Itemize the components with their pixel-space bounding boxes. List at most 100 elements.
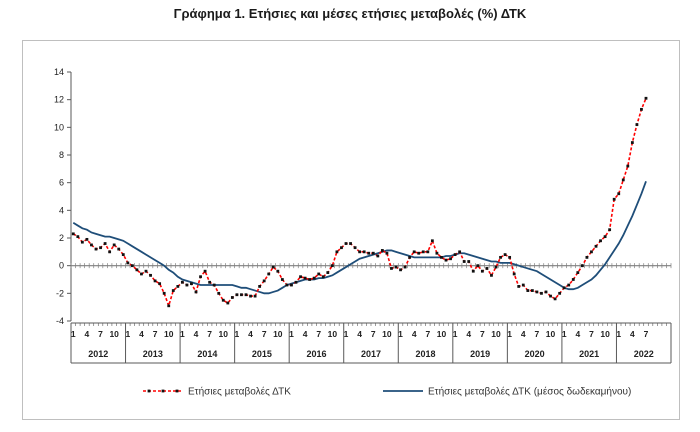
annual-point	[376, 254, 380, 258]
annual-point	[462, 260, 466, 263]
annual-point	[290, 283, 293, 287]
annual-point	[449, 257, 452, 261]
x-month-label: 1	[453, 329, 458, 339]
x-month-label: 4	[248, 329, 253, 339]
annual-point	[340, 246, 343, 250]
x-month-label: 1	[507, 329, 512, 339]
annual-point	[221, 298, 225, 302]
annual-point	[494, 265, 498, 269]
annual-point	[562, 286, 566, 290]
annual-point	[330, 264, 334, 268]
x-year-label: 2015	[252, 349, 272, 359]
x-month-label: 1	[562, 329, 567, 339]
annual-point	[240, 293, 243, 297]
legend-marker-annual	[161, 389, 165, 393]
annual-point	[167, 304, 171, 308]
x-month-label: 7	[535, 329, 540, 339]
annual-point	[380, 249, 384, 252]
annual-point	[308, 278, 312, 281]
annual-point	[76, 235, 80, 239]
x-month-label: 10	[437, 329, 447, 339]
y-tick-label: 4	[59, 205, 64, 215]
annual-point	[158, 282, 162, 286]
annual-point	[185, 283, 189, 287]
annual-point	[640, 107, 643, 111]
annual-point	[421, 250, 425, 254]
annual-point	[194, 290, 198, 294]
x-month-label: 1	[235, 329, 240, 339]
x-month-label: 4	[194, 329, 199, 339]
x-month-label: 1	[398, 329, 403, 339]
x-year-label: 2022	[634, 349, 654, 359]
annual-point	[235, 293, 239, 297]
chart-frame: 14 12 10 8 6 4 2 0 -2 -4 1 4 7 10 2012 1 4 7 10 2013 1 4 7 10 20…	[22, 40, 680, 420]
annual-point	[349, 242, 352, 245]
y-tick-label: 6	[59, 178, 64, 188]
annual-point	[321, 275, 325, 279]
annual-point	[335, 250, 339, 254]
legend-layer: Ετήσιες μεταβολές ΔΤΚ Ετήσιες μεταβολές Δ…	[143, 386, 631, 398]
x-month-label: 1	[125, 329, 130, 339]
annual-point	[149, 273, 152, 277]
x-month-label: 4	[85, 329, 90, 339]
annual-point	[453, 253, 457, 256]
x-year-label: 2012	[88, 349, 108, 359]
x-month-label: 1	[344, 329, 349, 339]
x-year-label: 2014	[197, 349, 217, 359]
annual-point	[71, 232, 75, 236]
annual-point	[499, 255, 502, 259]
annual-point	[508, 255, 512, 259]
annual-point	[358, 250, 362, 254]
annual-point	[203, 269, 207, 273]
x-year-label: 2013	[143, 349, 163, 359]
x-year-label: 2019	[470, 349, 490, 359]
legend-label-average: Ετήσιες μεταβολές ΔΤΚ (μέσος δωδεκαμήνου…	[428, 386, 631, 398]
annual-point	[549, 294, 552, 298]
x-month-label: 7	[207, 329, 212, 339]
x-year-label: 2017	[361, 349, 381, 359]
x-month-label: 4	[139, 329, 144, 339]
annual-point	[90, 243, 93, 247]
annual-point	[244, 293, 248, 297]
annual-point	[371, 251, 375, 255]
annual-point	[540, 291, 543, 295]
x-month-label: 4	[466, 329, 471, 339]
x-month-label: 10	[164, 329, 174, 339]
x-year-label: 2020	[525, 349, 545, 359]
x-month-label: 10	[328, 329, 338, 339]
x-month-label: 10	[491, 329, 501, 339]
annual-point	[80, 240, 84, 244]
annual-point	[171, 289, 175, 292]
annual-point	[280, 278, 284, 281]
annual-point	[480, 269, 484, 273]
x-month-label: 1	[616, 329, 621, 339]
annual-point	[212, 283, 216, 287]
x-month-label: 4	[357, 329, 362, 339]
annual-point	[153, 279, 157, 283]
annual-point	[299, 275, 302, 279]
annual-point	[180, 280, 184, 284]
chart-title: Γράφημα 1. Ετήσιες και μέσες ετήσιες μετ…	[173, 6, 527, 21]
x-month-label: 7	[153, 329, 158, 339]
annual-point	[608, 228, 612, 232]
annual-point	[553, 297, 557, 301]
annual-point	[85, 237, 89, 241]
x-year-label: 2021	[579, 349, 599, 359]
y-tick-label: 2	[59, 233, 64, 243]
annual-point	[217, 291, 221, 295]
annual-point	[176, 285, 180, 288]
annual-point	[362, 250, 366, 254]
annual-point	[162, 291, 166, 295]
annual-point	[117, 247, 121, 251]
annual-point	[94, 247, 98, 251]
annual-point	[276, 269, 280, 273]
annual-point	[630, 141, 634, 144]
annual-point	[485, 267, 489, 270]
annual-point	[303, 276, 307, 280]
annual-point	[635, 123, 639, 126]
annual-point	[253, 294, 257, 298]
annual-point	[458, 250, 462, 254]
annual-point	[503, 253, 507, 256]
